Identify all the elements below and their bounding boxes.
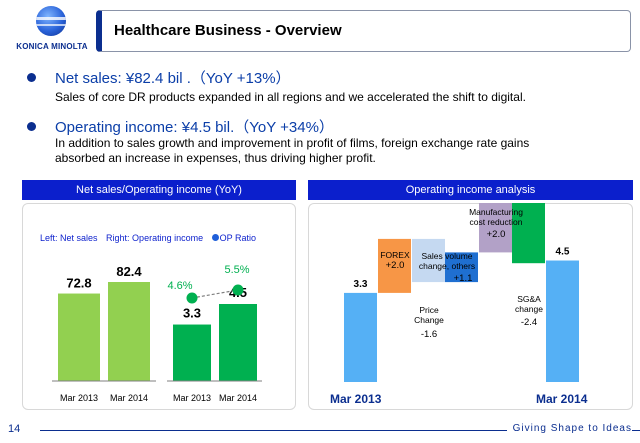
waterfall-step-bar: [378, 238, 411, 293]
konica-minolta-logo: KONICA MINOLTA: [12, 6, 88, 56]
waterfall-start-bar: [344, 292, 377, 382]
waterfall-step-name-label: Price: [419, 305, 439, 315]
footer-divider: [40, 430, 640, 431]
waterfall-step-name-label: cost reduction: [470, 217, 523, 227]
chart-legend: Left: Net sales Right: Operating income …: [40, 233, 256, 243]
operating-income-bar: [219, 304, 257, 381]
operating-income-category-label: Mar 2014: [219, 393, 257, 403]
op-ratio-point: [186, 292, 198, 304]
op-ratio-point: [232, 284, 244, 296]
waterfall-step-bar: [512, 203, 545, 264]
waterfall-step-name-label: Sales volume: [421, 251, 472, 261]
operating-income-value-label: 3.3: [183, 306, 201, 321]
tagline: Giving Shape to Ideas: [506, 423, 632, 434]
waterfall-end-bar: [546, 260, 579, 382]
right-panel-header: Operating income analysis: [308, 180, 633, 200]
waterfall-step-value-label: +1.1: [454, 273, 473, 284]
waterfall-step-value-label: +2.0: [386, 260, 405, 271]
waterfall-step-value-label: -2.4: [521, 317, 537, 328]
waterfall-step-name-label: FOREX: [380, 250, 410, 260]
left-panel-header: Net sales/Operating income (YoY): [22, 180, 296, 200]
bullet-icon: [27, 122, 36, 131]
net-sales-bar: [108, 282, 150, 381]
waterfall-step-name-label: change: [515, 304, 543, 314]
op-ratio-label: 5.5%: [224, 264, 249, 276]
operating-income-detail-line-2: absorbed an increase in expenses, thus d…: [55, 151, 376, 165]
operating-income-category-label: Mar 2013: [173, 393, 211, 403]
waterfall-step-name-label: SG&A: [517, 294, 541, 304]
net-sales-bar: [58, 293, 100, 381]
page-number: 14: [8, 423, 21, 435]
waterfall-start-value-label: 3.3: [354, 279, 368, 290]
op-ratio-label: 4.6%: [167, 280, 192, 292]
legend-dot-icon: [211, 234, 219, 241]
waterfall-step-name-label: Manufacturing: [469, 207, 523, 217]
title-bar: Healthcare Business - Overview: [96, 10, 631, 52]
waterfall-step-name-label: Change: [414, 315, 444, 325]
waterfall-start-category-label: Mar 2013: [330, 392, 382, 406]
waterfall-end-category-label: Mar 2014: [536, 392, 588, 406]
operating-income-bar: [173, 324, 211, 381]
operating-income-detail-line-1: In addition to sales growth and improvem…: [55, 136, 530, 150]
net-sales-headline: Net sales: ¥82.4 bil .（YoY +13%）: [55, 70, 291, 87]
net-sales-category-label: Mar 2013: [60, 393, 98, 403]
net-sales-category-label: Mar 2014: [110, 393, 148, 403]
waterfall-end-value-label: 4.5: [556, 247, 570, 258]
waterfall-step-value-label: +2.0: [487, 229, 506, 240]
net-sales-detail: Sales of core DR products expanded in al…: [55, 90, 526, 104]
legend-operating-income: Right: Operating income: [106, 233, 204, 243]
logo-wordmark: KONICA MINOLTA: [16, 42, 88, 51]
legend-op-ratio: OP Ratio: [219, 233, 256, 243]
waterfall-step-bar: [445, 252, 478, 283]
legend-net-sales: Left: Net sales: [40, 233, 98, 243]
waterfall-step-name-label: change, others: [419, 261, 475, 271]
op-ratio-line: [191, 289, 239, 299]
waterfall-step-bar: [479, 203, 512, 253]
waterfall-step-bar: [412, 238, 445, 283]
waterfall-step-value-label: -1.6: [421, 329, 437, 340]
net-sales-value-label: 72.8: [66, 276, 91, 291]
page-title: Healthcare Business - Overview: [114, 22, 342, 39]
net-sales-value-label: 82.4: [116, 264, 142, 279]
operating-income-headline: Operating income: ¥4.5 bil.（YoY +34%）: [55, 119, 334, 136]
globe-icon: [36, 6, 66, 36]
bullet-icon: [27, 73, 36, 82]
